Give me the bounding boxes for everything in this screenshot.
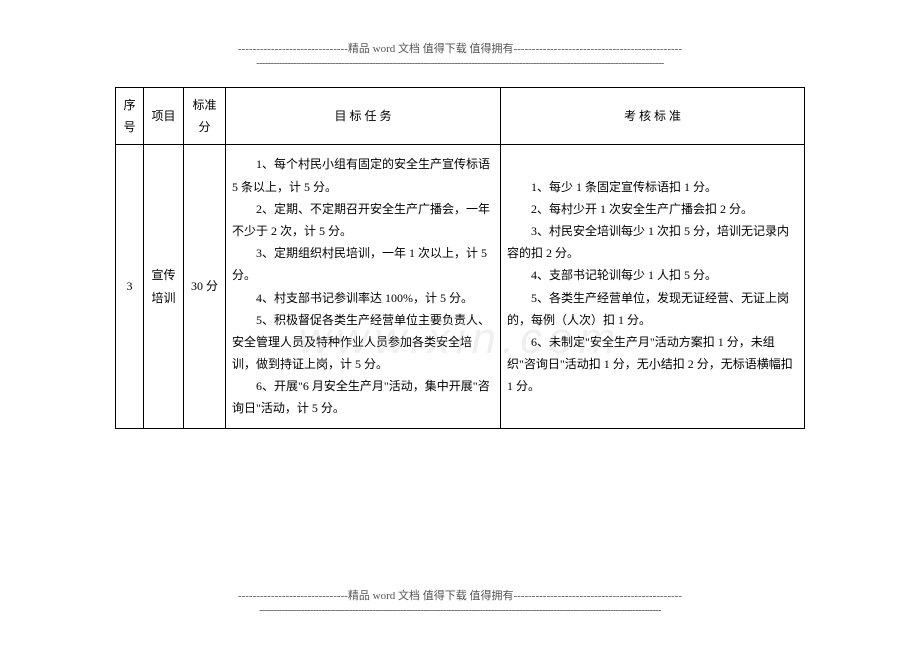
header-text: ------------------------------精品 word 文档… <box>115 40 805 56</box>
criteria-item: 2、每村少开 1 次安全生产广播会扣 2 分。 <box>507 198 798 220</box>
criteria-item: 6、未制定"安全生产月"活动方案扣 1 分，未组织"咨询日"活动扣 1 分，无小… <box>507 331 798 398</box>
cell-standard: 30 分 <box>184 145 226 428</box>
criteria-item: 1、每少 1 条固定宣传标语扣 1 分。 <box>507 176 798 198</box>
task-item: 6、开展"6 月安全生产月"活动，集中开展"咨询日"活动，计 5 分。 <box>232 375 494 419</box>
task-item: 1、每个村民小组有固定的安全生产宣传标语 5 条以上，计 5 分。 <box>232 153 494 197</box>
header-criteria: 考 核 标 准 <box>501 88 805 145</box>
assessment-table: 序号 项目 标准分 目 标 任 务 考 核 标 准 3 宣传培训 30 分 1、… <box>115 87 805 429</box>
task-item: 4、村支部书记参训率达 100%，计 5 分。 <box>232 287 494 309</box>
footer: ------------------------------精品 word 文档… <box>115 587 805 616</box>
cell-seq: 3 <box>116 145 144 428</box>
header-dashes: ----------------------------------------… <box>115 58 805 69</box>
table-header-row: 序号 项目 标准分 目 标 任 务 考 核 标 准 <box>116 88 805 145</box>
criteria-item: 4、支部书记轮训每少 1 人扣 5 分。 <box>507 264 798 286</box>
cell-tasks: 1、每个村民小组有固定的安全生产宣传标语 5 条以上，计 5 分。 2、定期、不… <box>226 145 501 428</box>
header-seq: 序号 <box>116 88 144 145</box>
task-item: 2、定期、不定期召开安全生产广播会，一年不少于 2 次，计 5 分。 <box>232 198 494 242</box>
header-project: 项目 <box>144 88 184 145</box>
cell-project: 宣传培训 <box>144 145 184 428</box>
footer-text: ------------------------------精品 word 文档… <box>115 587 805 603</box>
footer-dashes: ----------------------------------------… <box>115 605 805 616</box>
criteria-item: 5、各类生产经营单位，发现无证经营、无证上岗的，每例（人次）扣 1 分。 <box>507 287 798 331</box>
header-task: 目 标 任 务 <box>226 88 501 145</box>
task-item: 5、积极督促各类生产经营单位主要负责人、安全管理人员及特种作业人员参加各类安全培… <box>232 309 494 376</box>
task-item: 3、定期组织村民培训，一年 1 次以上，计 5 分。 <box>232 242 494 286</box>
header-standard: 标准分 <box>184 88 226 145</box>
cell-criteria: 1、每少 1 条固定宣传标语扣 1 分。 2、每村少开 1 次安全生产广播会扣 … <box>501 145 805 428</box>
table-row: 3 宣传培训 30 分 1、每个村民小组有固定的安全生产宣传标语 5 条以上，计… <box>116 145 805 428</box>
criteria-item: 3、村民安全培训每少 1 次扣 5 分，培训无记录内容的扣 2 分。 <box>507 220 798 264</box>
